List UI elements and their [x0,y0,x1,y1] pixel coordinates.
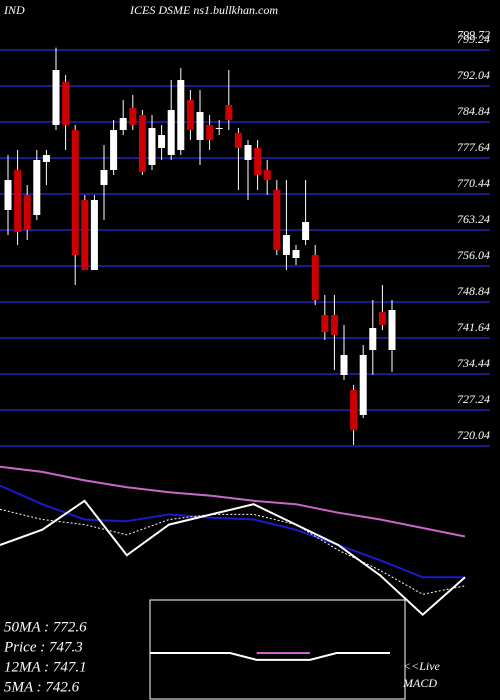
candle-body [158,135,166,148]
y-tick-label: 756.04 [457,248,490,262]
candle-body [23,195,31,230]
candle-body [186,100,194,130]
candle-body [167,110,175,155]
ma-line [0,499,466,617]
ma-line [0,465,466,538]
macd-label: <<Live [403,659,441,673]
candle-body [273,190,281,250]
candle-body [254,148,262,175]
candle-body [321,315,329,332]
macd-line [150,652,390,661]
candle-body [263,170,271,180]
candle-body [359,355,367,415]
candle-body [81,200,89,270]
y-tick-label: 799.24 [457,32,490,46]
candle-body [100,170,108,185]
candle-body [90,200,98,270]
macd-box [149,599,406,700]
macd-label: MACD [402,676,437,690]
y-tick-label: 727.24 [457,392,490,406]
y-tick-label: 763.24 [457,212,490,226]
ma-label: Price : 747.3 [3,639,83,655]
candle-body [369,328,377,350]
y-tick-label: 734.44 [457,356,490,370]
header-right: ICES DSME ns1.bullkhan.com [129,3,278,17]
candle-body [330,315,338,335]
ma-label: 50MA : 772.6 [4,619,87,635]
candle-body [119,118,127,130]
ma-label: 12MA : 747.1 [4,659,87,675]
candle-body [302,222,310,240]
candle-body [292,250,300,258]
y-tick-label: 741.64 [457,320,490,334]
candle-body [177,80,185,150]
ma-line [0,484,465,579]
candle-body [52,70,60,125]
candle-body [42,155,50,162]
y-tick-label: 720.04 [457,428,490,442]
candle-body [196,112,204,140]
candle-body [215,128,223,129]
candle-body [206,125,214,140]
y-tick-label: 770.44 [457,176,490,190]
candle-body [350,390,358,430]
candle-body [129,108,137,125]
ma-label: 5MA : 742.6 [4,679,80,695]
candle-body [234,133,242,148]
candle-body [244,145,252,160]
candle-body [148,128,156,165]
header-left: IND [3,3,25,17]
y-tick-label: 777.64 [457,140,490,154]
candle-body [33,160,41,215]
candle-body [110,130,118,170]
candle-body [138,115,146,172]
max-label: 799.72 [457,27,490,41]
candle-body [4,180,12,210]
y-tick-label: 748.84 [457,284,490,298]
y-tick-label: 784.84 [457,104,490,118]
candle-body [340,355,348,375]
candle-body [62,82,70,125]
candle-body [388,310,396,350]
candle-body [225,105,233,120]
candle-body [71,130,79,255]
candle-body [282,235,290,255]
candle-body [311,255,319,300]
candle-body [14,170,22,232]
candle-body [378,312,386,325]
y-tick-label: 792.04 [457,68,490,82]
